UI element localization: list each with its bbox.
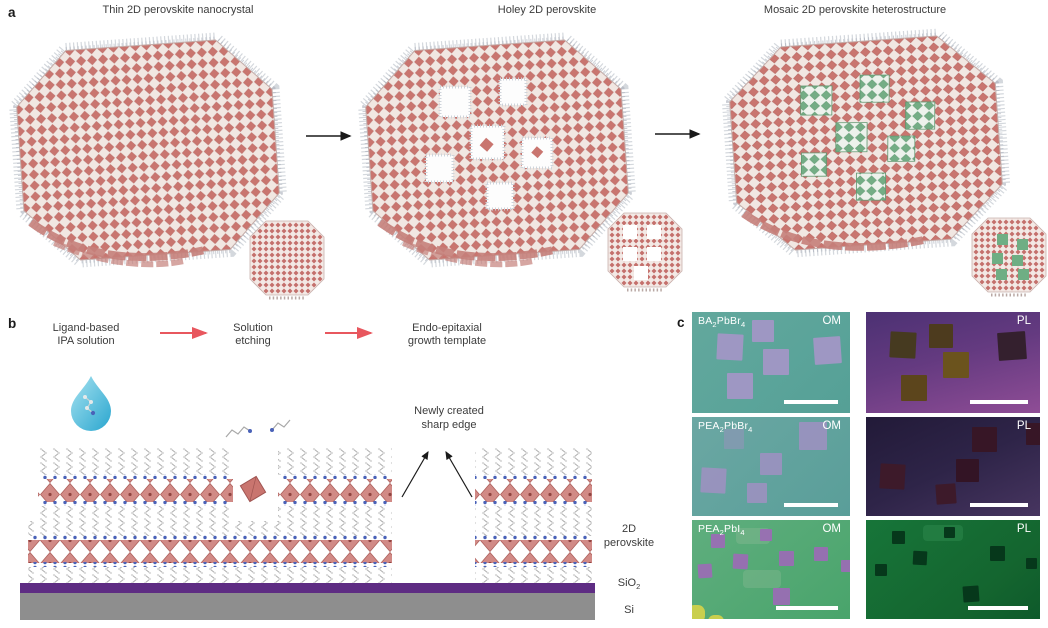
sharp-edge-annotation: Newly created sharp edge bbox=[414, 405, 484, 431]
yellow-blob bbox=[707, 615, 724, 619]
panel-a-title-3: Mosaic 2D perovskite heterostructure bbox=[763, 4, 947, 16]
droplet-icon bbox=[71, 376, 111, 431]
crystal-square bbox=[697, 563, 713, 579]
crystal-square bbox=[942, 352, 969, 379]
crystal-square bbox=[772, 588, 790, 606]
micrograph-ba2pbbr4-om: BA2PbBr4 OM bbox=[692, 312, 850, 413]
crystal-square bbox=[874, 563, 887, 576]
step-ligand-ipa: Ligand-based IPA solution bbox=[52, 322, 120, 347]
crystal-square bbox=[989, 545, 1005, 561]
inset-lattice-thin bbox=[249, 220, 325, 300]
crystal-square bbox=[710, 533, 725, 548]
mode-label-pl: PL bbox=[1016, 315, 1031, 327]
crystal-square bbox=[944, 526, 956, 538]
micrograph-ba2pbbr4-pl: PL bbox=[866, 312, 1040, 413]
crystal-square bbox=[1026, 557, 1038, 569]
crystal-square bbox=[879, 462, 906, 490]
scale-bar bbox=[784, 400, 838, 404]
sharp-edge-arrow-left bbox=[401, 450, 429, 498]
crystal-square bbox=[912, 550, 928, 566]
crystal-square bbox=[778, 550, 794, 566]
inset-lattice-holey bbox=[607, 212, 683, 292]
step-endo-epitaxial: Endo-epitaxial growth template bbox=[407, 322, 487, 347]
mode-label-om: OM bbox=[822, 315, 841, 327]
crystal-square bbox=[723, 428, 744, 449]
mode-label-pl: PL bbox=[1016, 420, 1031, 432]
sio2-label: SiO2 bbox=[617, 577, 641, 592]
crystal-square bbox=[934, 483, 957, 505]
crystal-square bbox=[700, 467, 728, 495]
crystal-square bbox=[732, 553, 749, 570]
crystal-square bbox=[889, 331, 918, 359]
crystal-square bbox=[812, 336, 842, 366]
crystal-thin-2d bbox=[13, 36, 284, 273]
faint-patch bbox=[742, 569, 781, 588]
scale-bar bbox=[970, 400, 1028, 404]
inset-lattice-mosaic bbox=[971, 217, 1047, 297]
layer-2d-perovskite-label: 2D perovskite bbox=[603, 523, 655, 549]
si-layer-bar bbox=[20, 593, 595, 620]
sharp-edge-arrow-right bbox=[445, 450, 473, 498]
yellow-blob bbox=[692, 605, 706, 619]
crystal-square bbox=[1026, 422, 1040, 445]
si-label: Si bbox=[624, 604, 634, 616]
lower-perovskite-layer bbox=[28, 521, 592, 583]
chem-formula: PEA2PbI4 bbox=[698, 523, 745, 538]
mode-label-om: OM bbox=[822, 523, 841, 535]
crystal-square bbox=[928, 324, 953, 349]
upper-perovskite-layer bbox=[38, 448, 592, 522]
crystal-square bbox=[747, 483, 768, 504]
step-solution-etching: Solution etching bbox=[233, 322, 273, 347]
micrograph-pea2pbbr4-pl: PL bbox=[866, 417, 1040, 516]
mosaic-green-domains bbox=[800, 74, 936, 201]
panel-b-schematic bbox=[20, 327, 595, 620]
detached-ligand-molecules bbox=[225, 419, 291, 438]
crystal-square bbox=[813, 546, 828, 561]
micrograph-pea2pbi4-pl: PL bbox=[866, 520, 1040, 619]
panel-c-label: c bbox=[677, 315, 685, 330]
crystal-square bbox=[726, 372, 753, 399]
crystal-square bbox=[759, 528, 772, 541]
crystal-square bbox=[840, 559, 850, 572]
crystal-square bbox=[962, 585, 980, 603]
crystal-square bbox=[900, 374, 927, 401]
crystal-mosaic-2d bbox=[726, 32, 1006, 256]
panel-a-title-2: Holey 2D perovskite bbox=[497, 4, 597, 16]
panel-a-label: a bbox=[8, 5, 16, 20]
crystal-square bbox=[997, 331, 1028, 362]
crystal-square bbox=[799, 421, 828, 450]
panel-a-illustration bbox=[0, 18, 1047, 300]
scale-bar bbox=[970, 503, 1028, 507]
mode-label-pl: PL bbox=[1016, 523, 1031, 535]
mode-label-om: OM bbox=[822, 420, 841, 432]
micrograph-pea2pbi4-om: PEA2PbI4 OM bbox=[692, 520, 850, 619]
etched-octahedron-fragment bbox=[239, 475, 267, 503]
panel-b-label: b bbox=[8, 316, 17, 331]
crystal-square bbox=[716, 333, 744, 361]
crystal-square bbox=[752, 320, 775, 343]
etched-holes bbox=[424, 77, 554, 211]
chem-formula: BA2PbBr4 bbox=[698, 315, 746, 330]
micrograph-pea2pbbr4-om: PEA2PbBr4 OM bbox=[692, 417, 850, 516]
sio2-layer-bar bbox=[20, 583, 595, 593]
panel-a-title-1: Thin 2D perovskite nanocrystal bbox=[102, 4, 254, 16]
crystal-square bbox=[956, 458, 980, 482]
scale-bar bbox=[784, 503, 838, 507]
crystal-holey-2d bbox=[362, 36, 633, 273]
scale-bar bbox=[776, 606, 838, 610]
chem-formula: PEA2PbBr4 bbox=[698, 420, 753, 435]
crystal-square bbox=[972, 426, 998, 452]
crystal-square bbox=[759, 452, 782, 475]
crystal-square bbox=[892, 530, 906, 544]
crystal-square bbox=[763, 349, 790, 376]
scale-bar bbox=[968, 606, 1028, 610]
